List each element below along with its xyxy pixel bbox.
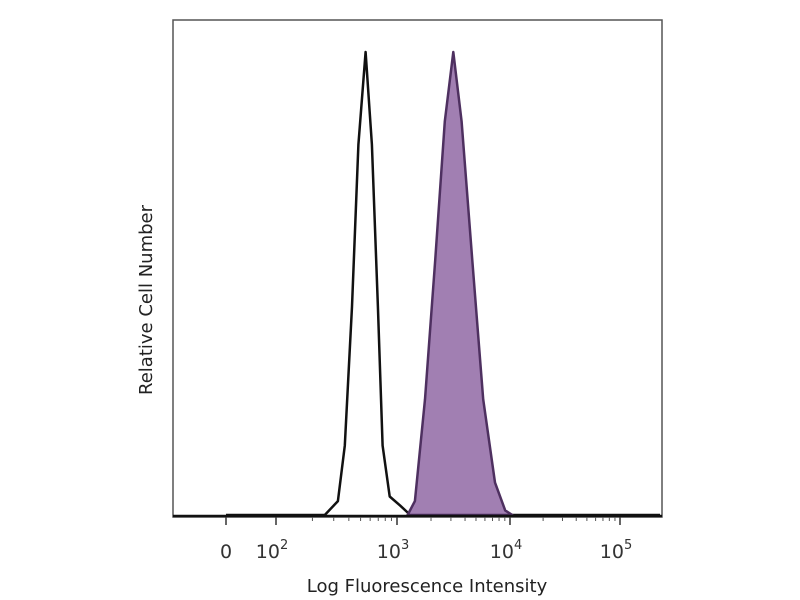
plot-frame (172, 19, 663, 518)
filled-histogram-series (406, 50, 514, 517)
outline-histogram-series (226, 50, 660, 517)
x-axis-title: Log Fluorescence Intensity (307, 576, 548, 597)
x-tick-label: 103 (377, 538, 409, 563)
y-axis-title: Relative Cell Number (136, 204, 157, 395)
x-tick-label: 102 (256, 538, 288, 563)
x-tick-label: 0 (220, 541, 232, 563)
x-tick-label: 105 (600, 538, 632, 563)
x-ticks: 0 102 103 104 105 (220, 517, 632, 563)
x-tick-label: 104 (490, 538, 522, 563)
series-layer (226, 50, 660, 517)
